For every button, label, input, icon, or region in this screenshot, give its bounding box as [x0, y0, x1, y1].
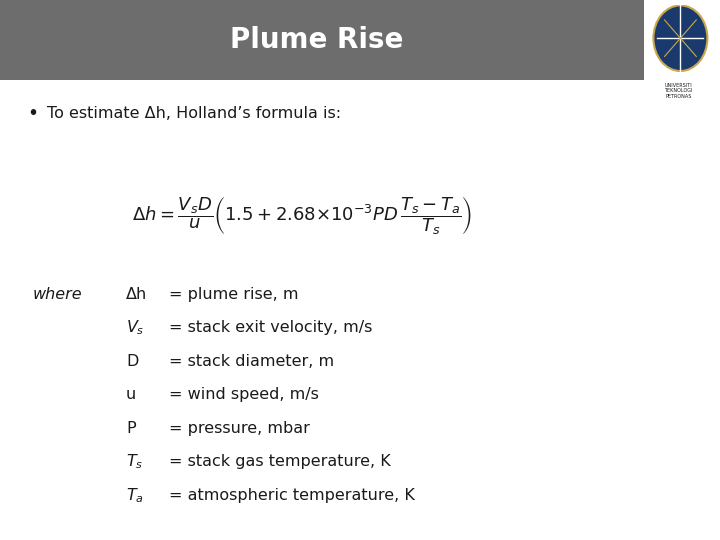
Text: $V_s$: $V_s$: [126, 319, 145, 337]
Text: P: P: [126, 421, 135, 436]
Text: $T_a$: $T_a$: [126, 486, 144, 504]
Text: = stack exit velocity, m/s: = stack exit velocity, m/s: [169, 320, 372, 335]
Text: = pressure, mbar: = pressure, mbar: [169, 421, 310, 436]
Text: = atmospheric temperature, K: = atmospheric temperature, K: [169, 488, 415, 503]
Text: Plume Rise: Plume Rise: [230, 26, 403, 54]
Text: $T_s$: $T_s$: [126, 453, 143, 471]
Text: Δh: Δh: [126, 287, 148, 302]
Text: $\Delta h = \dfrac{V_s D}{u}\left(1.5 + 2.68{\times}10^{-3}PD\,\dfrac{T_s - T_a}: $\Delta h = \dfrac{V_s D}{u}\left(1.5 + …: [132, 195, 472, 237]
Text: where: where: [32, 287, 82, 302]
Text: D: D: [126, 354, 138, 369]
Text: UNIVERSITI
TEKNOLOGI
PETRONAS: UNIVERSITI TEKNOLOGI PETRONAS: [664, 83, 693, 99]
Ellipse shape: [654, 5, 707, 71]
Text: = stack gas temperature, K: = stack gas temperature, K: [169, 454, 391, 469]
Text: To estimate Δh, Holland’s formula is:: To estimate Δh, Holland’s formula is:: [47, 106, 341, 121]
Text: u: u: [126, 387, 136, 402]
Text: = stack diameter, m: = stack diameter, m: [169, 354, 334, 369]
Text: •: •: [27, 104, 38, 123]
Text: = plume rise, m: = plume rise, m: [169, 287, 299, 302]
Text: = wind speed, m/s: = wind speed, m/s: [169, 387, 319, 402]
